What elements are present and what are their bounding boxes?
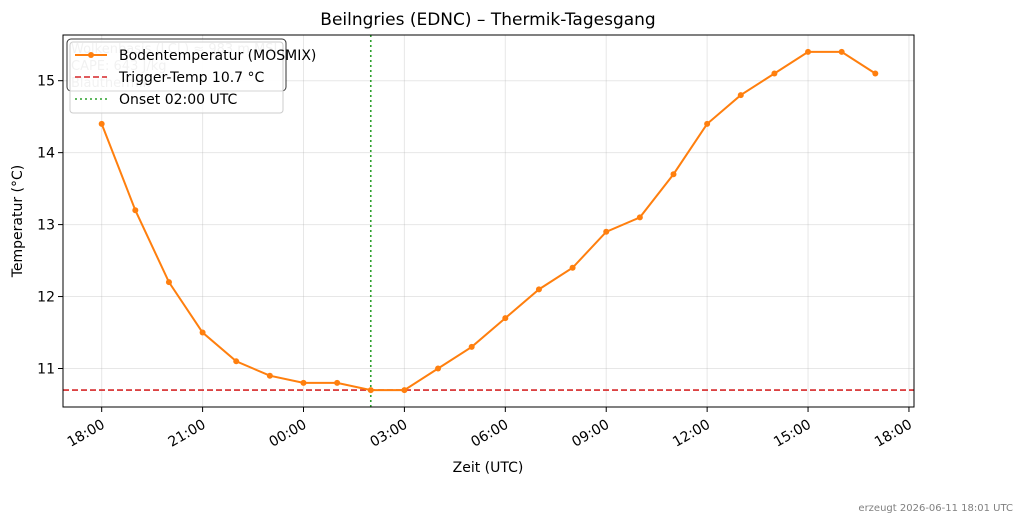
legend-label: Trigger-Temp 10.7 °C xyxy=(118,70,265,86)
data-point xyxy=(165,279,172,286)
data-point xyxy=(266,372,273,379)
data-point xyxy=(367,387,374,394)
data-point xyxy=(838,48,845,55)
data-point xyxy=(636,214,643,221)
series-line xyxy=(100,50,876,392)
data-point xyxy=(401,387,408,394)
data-point xyxy=(199,329,206,336)
plot-frame xyxy=(62,34,915,408)
y-tick-label: 11 xyxy=(37,362,55,378)
data-point xyxy=(300,379,307,386)
x-tick-label: 21:00 xyxy=(166,417,209,451)
x-tick-label: 18:00 xyxy=(872,417,915,451)
data-point xyxy=(334,379,341,386)
footer: erzeugt 2026-06-11 18:01 UTC xyxy=(858,503,1013,514)
x-tick-label: 00:00 xyxy=(267,417,310,451)
chart-title: Beilngries (EDNC) – Thermik-Tagesgang xyxy=(320,10,655,30)
data-point xyxy=(670,171,677,178)
y-tick-label: 15 xyxy=(37,74,55,90)
data-point xyxy=(603,228,610,235)
x-tick-label: 12:00 xyxy=(670,417,713,451)
data-point xyxy=(502,315,509,322)
data-point xyxy=(468,343,475,350)
y-tick-label: 14 xyxy=(37,146,55,162)
data-point xyxy=(805,48,812,55)
legend-swatch xyxy=(88,52,94,58)
x-tick-label: 18:00 xyxy=(65,417,108,451)
data-point xyxy=(233,358,240,365)
data-point xyxy=(535,286,542,293)
data-point xyxy=(704,120,711,127)
y-tick-label: 12 xyxy=(37,290,55,306)
data-point xyxy=(132,207,139,214)
x-tick-label: 06:00 xyxy=(468,417,511,451)
data-point xyxy=(872,70,879,77)
data-point xyxy=(435,365,442,372)
x-tick-label: 15:00 xyxy=(771,417,814,451)
data-point xyxy=(771,70,778,77)
legend-label: Onset 02:00 UTC xyxy=(119,92,238,108)
x-tick-label: 09:00 xyxy=(569,417,612,451)
y-tick-label: 13 xyxy=(37,218,55,234)
data-point xyxy=(569,264,576,271)
legend-label: Bodentemperatur (MOSMIX) xyxy=(119,48,316,64)
legend xyxy=(69,41,284,114)
x-tick-label: 03:00 xyxy=(367,417,410,451)
y-axis-label: Temperatur (°C) xyxy=(10,165,26,279)
data-point xyxy=(98,120,105,127)
data-point xyxy=(737,92,744,99)
x-axis-label: Zeit (UTC) xyxy=(453,460,524,476)
